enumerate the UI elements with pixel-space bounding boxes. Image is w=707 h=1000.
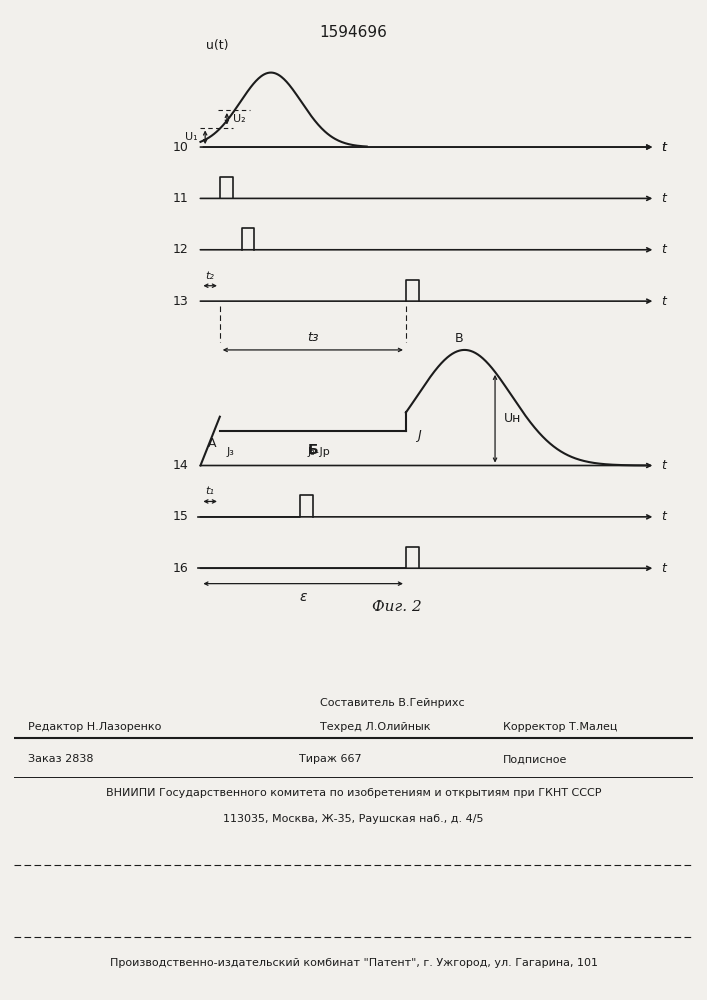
Text: t: t — [661, 562, 666, 575]
Text: Корректор Т.Малец: Корректор Т.Малец — [503, 722, 617, 732]
Text: t₂: t₂ — [206, 271, 215, 281]
Text: 1594696: 1594696 — [320, 25, 387, 40]
Text: ВНИИПИ Государственного комитета по изобретениям и открытиям при ГКНТ СССР: ВНИИПИ Государственного комитета по изоб… — [106, 788, 601, 798]
Text: 14: 14 — [173, 459, 189, 472]
Text: A: A — [208, 437, 216, 450]
Text: 12: 12 — [173, 243, 189, 256]
Text: B: B — [455, 332, 463, 345]
Text: Фиг. 2: Фиг. 2 — [372, 600, 422, 614]
Text: Производственно-издательский комбинат "Патент", г. Ужгород, ул. Гагарина, 101: Производственно-издательский комбинат "П… — [110, 958, 597, 968]
Text: 10: 10 — [173, 141, 189, 154]
Text: Заказ 2838: Заказ 2838 — [28, 754, 93, 764]
Text: 11: 11 — [173, 192, 189, 205]
Text: u(t): u(t) — [206, 39, 229, 52]
Text: Б: Б — [308, 443, 318, 457]
Text: 16: 16 — [173, 562, 189, 575]
Text: t₁: t₁ — [206, 486, 215, 496]
Text: t: t — [661, 510, 666, 523]
Text: 113035, Москва, Ж-35, Раушская наб., д. 4/5: 113035, Москва, Ж-35, Раушская наб., д. … — [223, 814, 484, 824]
Text: 13: 13 — [173, 295, 189, 308]
Text: J: J — [417, 429, 421, 442]
Text: J₃-Jр: J₃-Jр — [308, 447, 330, 457]
Text: Техред Л.Олийнык: Техред Л.Олийнык — [320, 722, 430, 732]
Text: U₂: U₂ — [233, 114, 245, 124]
Text: Редактор Н.Лазоренко: Редактор Н.Лазоренко — [28, 722, 161, 732]
Text: 15: 15 — [173, 510, 189, 523]
Text: t: t — [661, 141, 666, 154]
Text: t: t — [661, 459, 666, 472]
Text: tз: tз — [307, 331, 319, 344]
Text: ε: ε — [299, 590, 307, 604]
Text: t: t — [661, 243, 666, 256]
Text: J₃: J₃ — [226, 447, 234, 457]
Text: U₁: U₁ — [185, 132, 197, 142]
Text: t: t — [661, 295, 666, 308]
Text: Подписное: Подписное — [503, 754, 567, 764]
Text: Uн: Uн — [504, 412, 521, 425]
Text: t: t — [661, 141, 666, 154]
Text: t: t — [661, 192, 666, 205]
Text: Составитель В.Гейнрихс: Составитель В.Гейнрихс — [320, 698, 464, 708]
Text: Тираж 667: Тираж 667 — [299, 754, 362, 764]
